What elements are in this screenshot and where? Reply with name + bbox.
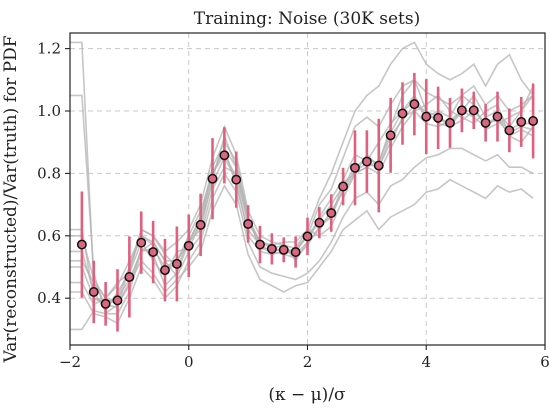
data-point xyxy=(255,239,265,250)
data-point xyxy=(433,112,444,123)
data-point xyxy=(195,219,206,230)
data-point xyxy=(409,99,420,110)
x-tick-label: 4 xyxy=(421,353,431,371)
data-point xyxy=(278,244,289,255)
grid xyxy=(69,33,546,345)
data-point xyxy=(456,105,467,116)
data-point xyxy=(528,116,539,126)
data-point xyxy=(385,130,396,141)
y-tick-label: 0.4 xyxy=(37,289,61,307)
y-axis-label: Var(reconstructed)/Var(truth) for PDF xyxy=(1,35,21,363)
realization-line xyxy=(70,100,534,303)
x-axis-ticks: −2 0 2 4 6 xyxy=(59,345,550,371)
data-point xyxy=(302,231,313,242)
data-point xyxy=(231,174,242,185)
data-point xyxy=(88,287,99,297)
y-tick-label: 1.0 xyxy=(37,102,61,120)
data-point xyxy=(326,208,337,218)
data-point xyxy=(207,173,218,184)
realization-line xyxy=(70,94,534,315)
realization-lines xyxy=(70,41,534,331)
data-point xyxy=(516,116,527,127)
x-tick-label: 0 xyxy=(184,353,194,371)
data-point xyxy=(219,150,230,161)
realization-line xyxy=(70,78,534,300)
data-point xyxy=(183,240,194,251)
data-point xyxy=(421,111,432,122)
data-point xyxy=(504,125,515,136)
data-point xyxy=(243,218,254,229)
y-tick-label: 0.8 xyxy=(37,164,61,182)
y-axis-ticks: 0.4 0.6 0.8 1.0 1.2 xyxy=(37,40,70,307)
data-point xyxy=(492,111,503,122)
realization-line xyxy=(70,41,534,306)
data-point xyxy=(76,239,87,250)
realization-line xyxy=(70,147,534,325)
data-point xyxy=(171,258,182,269)
x-axis-label: (κ − μ)/σ xyxy=(268,385,346,405)
data-point xyxy=(266,243,277,254)
data-point xyxy=(480,117,491,128)
data-point xyxy=(373,160,384,171)
x-tick-label: 2 xyxy=(303,353,313,371)
data-point xyxy=(397,108,408,119)
data-point xyxy=(338,181,349,192)
data-point xyxy=(445,117,455,128)
data-point xyxy=(136,237,147,248)
chart-title: Training: Noise (30K sets) xyxy=(194,9,420,29)
realization-line xyxy=(70,103,534,306)
data-point xyxy=(468,105,479,116)
data-point xyxy=(100,298,111,309)
data-points xyxy=(76,99,539,309)
data-point xyxy=(350,162,360,173)
realization-line xyxy=(70,178,534,331)
data-point xyxy=(112,295,123,306)
y-tick-label: 0.6 xyxy=(37,227,61,245)
x-tick-label: −2 xyxy=(59,353,81,371)
x-tick-label: 6 xyxy=(540,353,550,371)
data-point xyxy=(124,272,135,282)
data-point xyxy=(160,265,170,276)
realization-line xyxy=(70,110,534,313)
y-tick-label: 1.2 xyxy=(37,40,61,58)
data-point xyxy=(148,247,159,257)
data-point xyxy=(290,247,301,257)
data-point xyxy=(314,217,325,228)
data-point xyxy=(361,156,372,167)
